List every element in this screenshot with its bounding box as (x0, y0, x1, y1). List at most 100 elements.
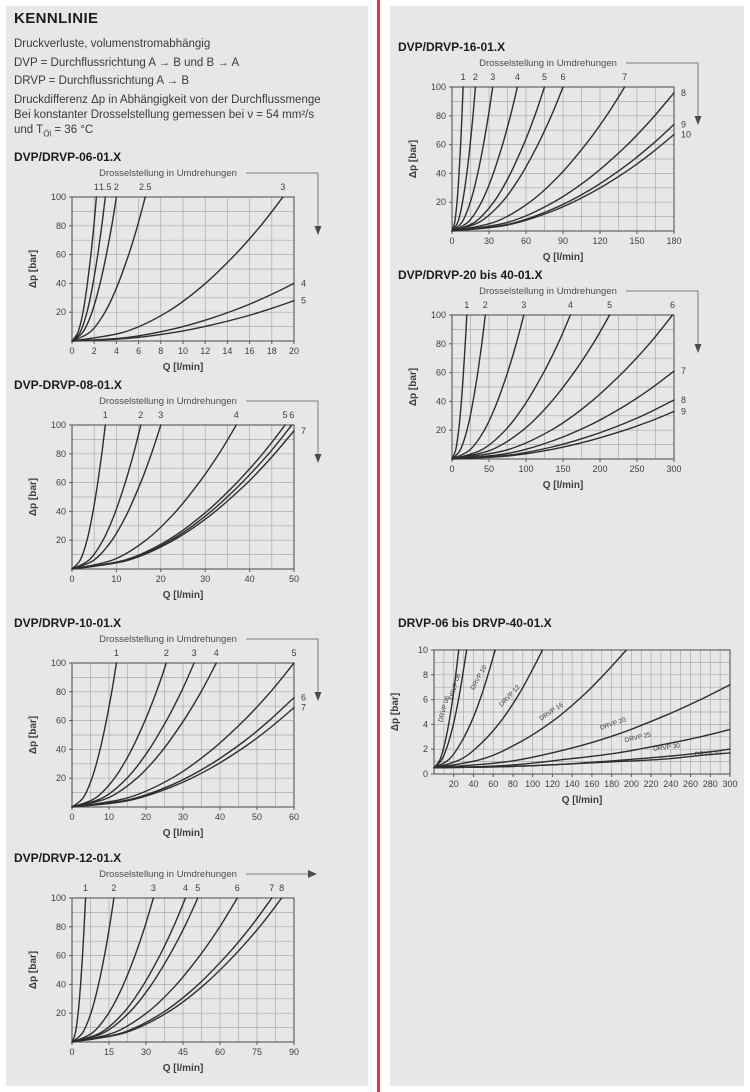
temp-pre: und T (14, 123, 44, 136)
svg-text:40: 40 (56, 744, 66, 754)
chart-title: DVP/DRVP-06-01.X (14, 150, 122, 164)
intro-line: Druckverluste, volumenstromabhängig (14, 38, 211, 50)
svg-text:4: 4 (568, 300, 573, 310)
svg-text:3: 3 (158, 410, 163, 420)
y-axis-label: Δp [bar] (408, 140, 419, 178)
svg-text:2: 2 (114, 182, 119, 192)
svg-text:60: 60 (215, 1047, 225, 1057)
svg-text:50: 50 (252, 812, 262, 822)
axis-ticks: 0 10 20 30 40 50 60 20 40 60 80 100 (51, 658, 299, 822)
svg-text:30: 30 (484, 236, 494, 246)
svg-text:100: 100 (51, 658, 66, 668)
svg-text:60: 60 (56, 716, 66, 726)
svg-text:100: 100 (51, 192, 66, 202)
svg-text:40: 40 (436, 396, 446, 406)
svg-text:20: 20 (141, 812, 151, 822)
svg-text:7: 7 (681, 366, 686, 376)
svg-text:300: 300 (722, 779, 737, 789)
svg-text:1: 1 (114, 648, 119, 658)
svg-text:2: 2 (483, 300, 488, 310)
svg-text:9: 9 (681, 406, 686, 416)
svg-text:7: 7 (269, 883, 274, 893)
svg-text:8: 8 (279, 883, 284, 893)
y-axis-label: Δp [bar] (28, 478, 39, 516)
svg-text:5: 5 (291, 648, 296, 658)
svg-text:60: 60 (521, 236, 531, 246)
chart-title: DRVP-06 bis DRVP-40-01.X (398, 616, 552, 630)
svg-text:DRVP 25: DRVP 25 (624, 731, 652, 744)
curves (71, 424, 295, 570)
y-axis-label: Δp [bar] (28, 951, 39, 989)
x-axis-label: Q [l/min] (562, 795, 603, 806)
temp-subscript: Öl (43, 128, 52, 138)
plot-border (433, 649, 731, 775)
svg-text:6: 6 (301, 693, 306, 703)
svg-text:40: 40 (436, 168, 446, 178)
svg-text:5: 5 (607, 300, 612, 310)
svg-text:40: 40 (468, 779, 478, 789)
svg-text:1: 1 (83, 883, 88, 893)
svg-text:100: 100 (51, 893, 66, 903)
svg-text:300: 300 (666, 464, 681, 474)
svg-text:4: 4 (214, 648, 219, 658)
svg-text:60: 60 (56, 951, 66, 961)
page-title: KENNLINIE (14, 10, 99, 27)
curve-labels: 1 1.5 2 2.5 3 4 5 (94, 182, 306, 306)
svg-text:260: 260 (683, 779, 698, 789)
svg-text:40: 40 (245, 574, 255, 584)
svg-text:200: 200 (624, 779, 639, 789)
svg-text:140: 140 (565, 779, 580, 789)
svg-text:20: 20 (56, 307, 66, 317)
svg-text:100: 100 (51, 420, 66, 430)
svg-text:20: 20 (289, 346, 299, 356)
svg-text:40: 40 (215, 812, 225, 822)
svg-text:6: 6 (560, 72, 565, 82)
svg-text:1: 1 (461, 72, 466, 82)
temp-post: = 36 °C (51, 123, 94, 136)
svg-text:1.5: 1.5 (99, 182, 112, 192)
drossel-direction-label: Drosselstellung in Umdrehungen (479, 286, 617, 297)
intro-text: Druckverluste, volumenstromabhängig DVP … (14, 38, 366, 142)
svg-text:60: 60 (56, 250, 66, 260)
svg-text:5: 5 (283, 410, 288, 420)
svg-text:8: 8 (158, 346, 163, 356)
svg-text:80: 80 (56, 687, 66, 697)
svg-text:50: 50 (484, 464, 494, 474)
svg-text:0: 0 (449, 236, 454, 246)
intro-line: DRVP = Durchflussrichtung A → B (14, 75, 190, 87)
y-axis-label: Δp [bar] (390, 693, 401, 731)
svg-text:5: 5 (195, 883, 200, 893)
svg-text:60: 60 (488, 779, 498, 789)
svg-text:40: 40 (56, 979, 66, 989)
curves (451, 314, 675, 460)
chart-block-dvp-drvp-10: DVP/DRVP-10-01.X 0 10 20 30 40 50 60 20 40 60 80 10… (6, 616, 368, 842)
drossel-direction-label: Drosselstellung in Umdrehungen (99, 634, 237, 645)
svg-text:14: 14 (222, 346, 232, 356)
axis-ticks: 20 40 60 80 100 120 140 160 180 200 220 240 260 280 30… (418, 645, 738, 789)
right-column-panel: DVP/DRVP-16-01.X 0 30 60 90 120 150 180 20 40 60 8… (390, 6, 744, 1086)
svg-text:120: 120 (545, 779, 560, 789)
svg-text:15: 15 (104, 1047, 114, 1057)
svg-text:2: 2 (138, 410, 143, 420)
chart-title: DVP/DRVP-20 bis 40-01.X (398, 268, 543, 282)
arrow-right-icon (246, 870, 317, 878)
svg-text:60: 60 (436, 140, 446, 150)
axis-ticks: 0 50 100 150 200 250 300 20 40 60 80 100 (431, 310, 682, 474)
axis-ticks: 0 15 30 45 60 75 90 20 40 60 80 100 (51, 893, 299, 1057)
svg-text:12: 12 (200, 346, 210, 356)
svg-text:180: 180 (666, 236, 681, 246)
svg-text:20: 20 (156, 574, 166, 584)
svg-text:2.5: 2.5 (139, 182, 152, 192)
chart-block-dvp-drvp-08: DVP-DRVP-08-01.X 0 10 20 30 40 50 20 40 60 80 100 Q… (6, 378, 368, 604)
chart-title: DVP/DRVP-16-01.X (398, 40, 506, 54)
svg-text:3: 3 (192, 648, 197, 658)
chart-dvp-drvp-08: 0 10 20 30 40 50 20 40 60 80 100 Q [l/min] Δp [bar] D… (28, 396, 322, 601)
svg-text:75: 75 (252, 1047, 262, 1057)
svg-text:30: 30 (178, 812, 188, 822)
svg-text:120: 120 (592, 236, 607, 246)
grid-lines (434, 650, 730, 774)
svg-text:20: 20 (436, 425, 446, 435)
svg-text:0: 0 (69, 346, 74, 356)
